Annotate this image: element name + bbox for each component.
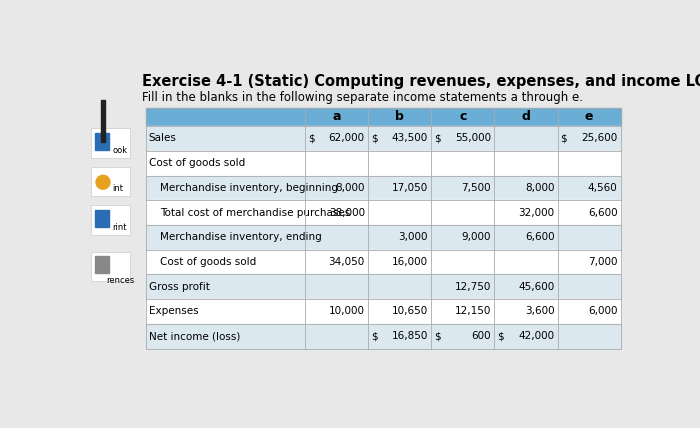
Bar [146, 200, 621, 225]
Text: 6,600: 6,600 [588, 208, 617, 217]
Bar [92, 128, 130, 158]
Text: 9,000: 9,000 [462, 232, 491, 242]
Text: Merchandise inventory, beginning: Merchandise inventory, beginning [160, 183, 337, 193]
Bar [92, 252, 130, 281]
Text: 7,000: 7,000 [588, 257, 617, 267]
Text: 55,000: 55,000 [455, 134, 491, 143]
Text: $: $ [498, 331, 504, 341]
Bar [102, 100, 104, 142]
Bar [92, 205, 130, 235]
Bar [146, 274, 621, 299]
Bar [146, 107, 621, 126]
Text: Expenses: Expenses [148, 306, 198, 316]
Text: 10,000: 10,000 [329, 306, 365, 316]
Text: 6,000: 6,000 [588, 306, 617, 316]
Bar [92, 167, 130, 196]
Text: 7,500: 7,500 [461, 183, 491, 193]
Text: 12,150: 12,150 [455, 306, 491, 316]
Text: b: b [395, 110, 404, 123]
Text: Fill in the blanks in the following separate income statements a through e.: Fill in the blanks in the following sepa… [141, 92, 582, 104]
Text: Exercise 4-1 (Static) Computing revenues, expenses, and income LO C1: Exercise 4-1 (Static) Computing revenues… [141, 74, 700, 89]
Bar [95, 256, 109, 273]
Bar [146, 250, 621, 274]
Text: 3,000: 3,000 [398, 232, 428, 242]
Text: Net income (loss): Net income (loss) [148, 331, 240, 341]
Text: 25,600: 25,600 [581, 134, 617, 143]
Text: 8,000: 8,000 [525, 183, 554, 193]
Text: e: e [585, 110, 594, 123]
Text: $: $ [371, 331, 378, 341]
Text: 12,750: 12,750 [455, 282, 491, 292]
Text: Total cost of merchandise purchases: Total cost of merchandise purchases [160, 208, 350, 217]
Text: d: d [522, 110, 531, 123]
Text: 34,050: 34,050 [328, 257, 365, 267]
Circle shape [96, 175, 110, 189]
Text: $: $ [434, 331, 441, 341]
Text: 16,000: 16,000 [392, 257, 428, 267]
Text: $: $ [371, 134, 378, 143]
Text: 43,500: 43,500 [392, 134, 428, 143]
Text: 17,050: 17,050 [392, 183, 428, 193]
Text: Merchandise inventory, ending: Merchandise inventory, ending [160, 232, 321, 242]
Text: int: int [112, 184, 123, 193]
Bar [146, 175, 621, 200]
Bar [146, 324, 621, 348]
Bar [146, 299, 621, 324]
Text: rint: rint [112, 223, 127, 232]
Text: 10,650: 10,650 [392, 306, 428, 316]
Text: Sales: Sales [148, 134, 176, 143]
Text: $: $ [434, 134, 441, 143]
Text: a: a [332, 110, 341, 123]
Text: 62,000: 62,000 [329, 134, 365, 143]
Text: 42,000: 42,000 [518, 331, 554, 341]
Text: 4,560: 4,560 [588, 183, 617, 193]
Text: $: $ [561, 134, 567, 143]
Text: $: $ [308, 134, 314, 143]
Text: 3,600: 3,600 [525, 306, 554, 316]
Text: ook: ook [112, 146, 127, 155]
Text: Cost of goods sold: Cost of goods sold [160, 257, 256, 267]
Text: Gross profit: Gross profit [148, 282, 209, 292]
Bar [146, 126, 621, 151]
Text: 32,000: 32,000 [518, 208, 554, 217]
Bar [95, 133, 109, 150]
Text: 16,850: 16,850 [392, 331, 428, 341]
Text: 600: 600 [472, 331, 491, 341]
Text: 8,000: 8,000 [335, 183, 365, 193]
Text: 6,600: 6,600 [525, 232, 554, 242]
Text: rences: rences [106, 276, 134, 285]
Bar [146, 225, 621, 250]
Bar [146, 151, 621, 175]
Bar [95, 210, 109, 227]
Text: Cost of goods sold: Cost of goods sold [148, 158, 245, 168]
Text: 45,600: 45,600 [518, 282, 554, 292]
Text: 38,000: 38,000 [329, 208, 365, 217]
Text: c: c [459, 110, 466, 123]
